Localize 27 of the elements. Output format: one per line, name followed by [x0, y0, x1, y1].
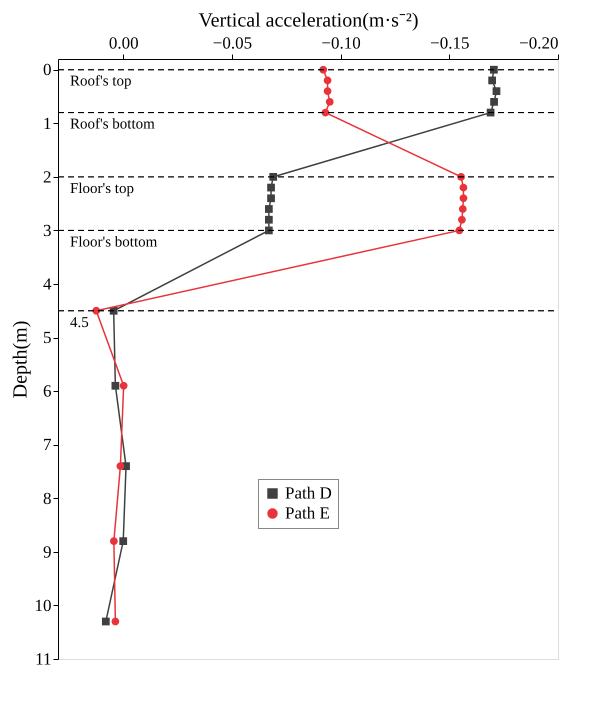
x-axis-title: Vertical acceleration(m·s⁻²) [198, 10, 419, 32]
y-tick-label: 1 [43, 114, 52, 133]
y-tick-label: 2 [43, 167, 52, 186]
x-tick-label: −0.20 [519, 34, 558, 52]
x-tick-label: −0.05 [212, 34, 252, 52]
y-tick-label: 11 [35, 650, 52, 668]
ref-line-label: Floor's bottom [70, 234, 158, 250]
y-tick-label: 3 [43, 220, 52, 240]
y-axis-title: Depth(m) [10, 320, 32, 398]
ref-line-label: Roof's top [70, 74, 132, 90]
legend-label: Path E [285, 504, 330, 522]
ref-line-label: Roof's bottom [70, 116, 156, 133]
y-tick-label: 6 [43, 382, 52, 401]
y-tick-label: 9 [43, 542, 52, 562]
y-tick-label: 8 [43, 488, 52, 508]
y-tick-label: 0 [43, 60, 52, 80]
x-tick-label: −0.10 [321, 34, 361, 52]
y-tick-label: 4 [43, 274, 52, 294]
point [102, 618, 110, 626]
x-tick-label: 0.00 [108, 34, 139, 52]
y-tick-label: 5 [43, 328, 52, 348]
x-tick-label: −0.15 [430, 34, 470, 52]
ref-line-label: Floor's top [70, 180, 134, 197]
y-tick-label: 10 [34, 596, 52, 615]
legend-label: Path D [285, 484, 332, 502]
y-tick-label: 7 [43, 435, 52, 454]
ref-line-label: 4.5 [70, 314, 89, 331]
